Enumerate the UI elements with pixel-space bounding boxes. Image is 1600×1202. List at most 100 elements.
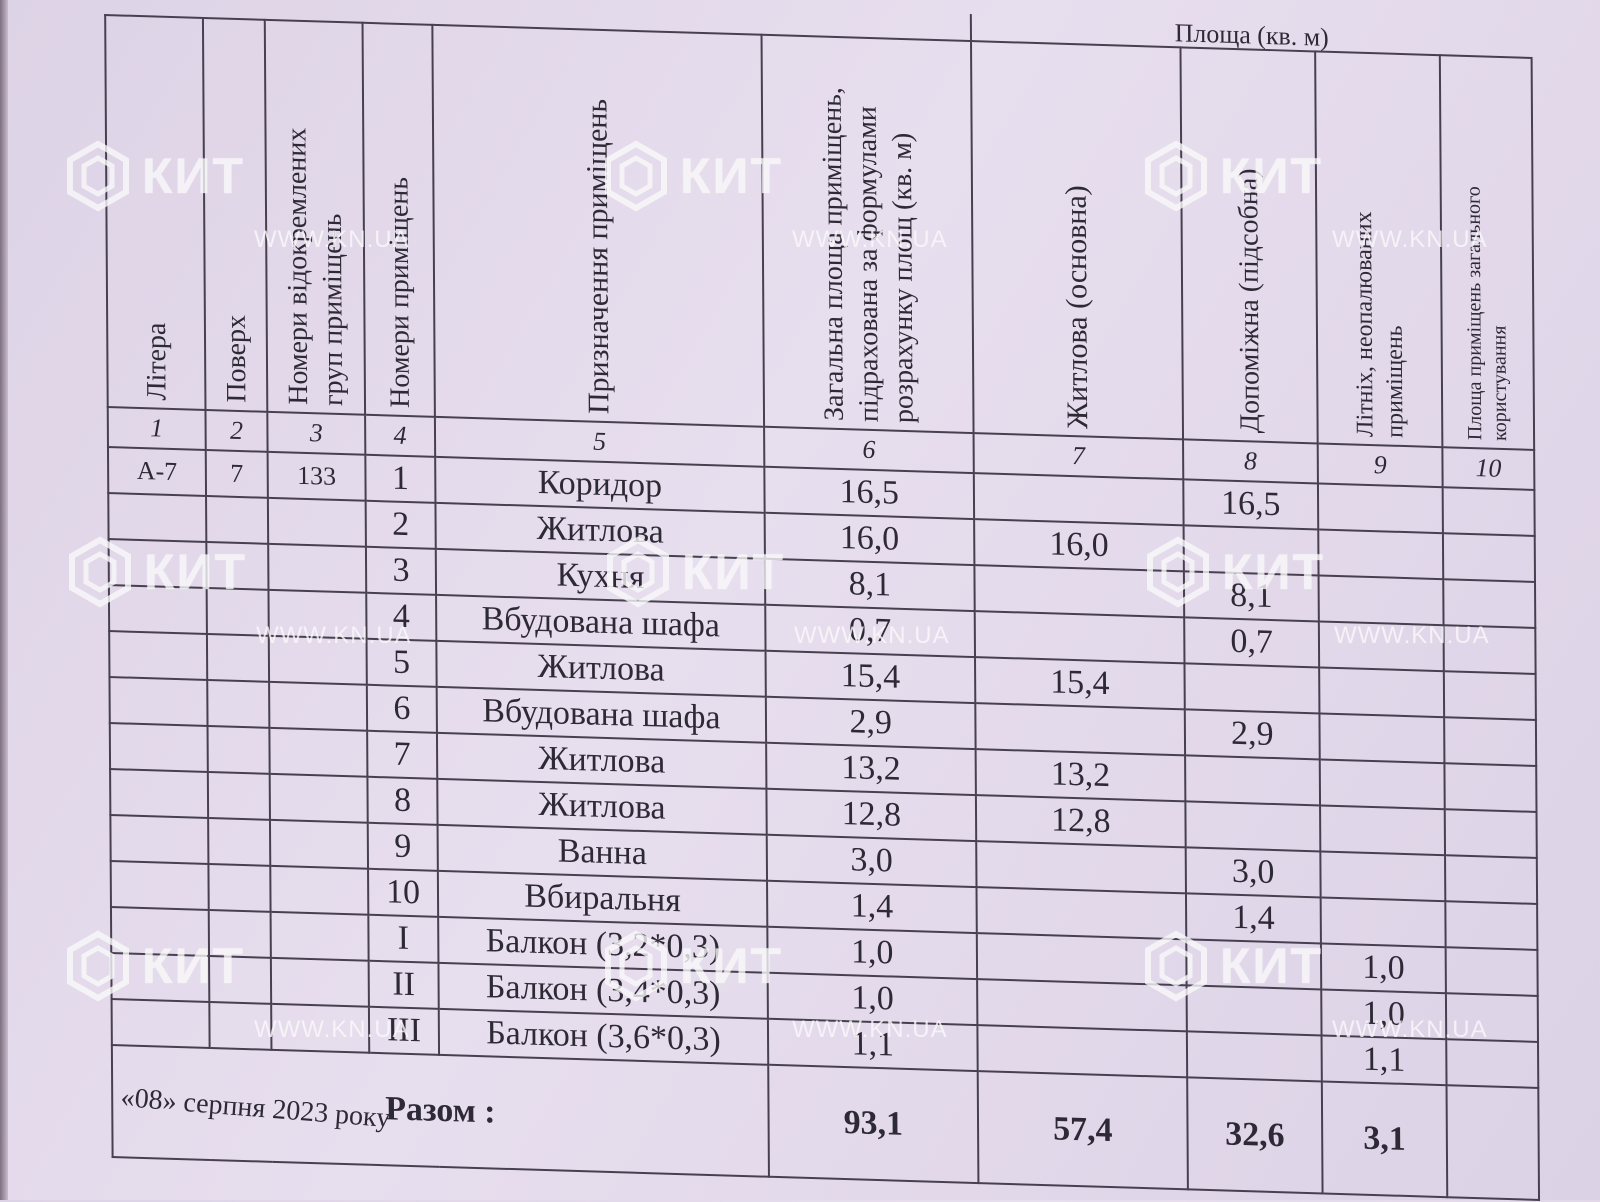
cell-group (271, 912, 369, 961)
cell-floor (209, 956, 271, 1004)
cell-room-number: I (368, 915, 438, 963)
cell-floor (208, 864, 270, 912)
cell-litera (111, 861, 209, 910)
cell-floor (208, 818, 270, 866)
totals-common (1447, 1085, 1539, 1200)
cell-living-area (977, 933, 1187, 985)
cell-total-area: 1,1 (768, 1019, 978, 1071)
cell-common-area (1443, 579, 1535, 628)
header-aux-area: Допоміжна (підсобна) (1180, 47, 1317, 443)
header-room-numbers: Номери приміщень (363, 23, 435, 417)
cell-summer-area (1319, 621, 1444, 671)
cell-litera (110, 769, 208, 818)
cell-common-area (1444, 763, 1536, 812)
cell-litera (110, 815, 208, 864)
cell-aux-area (1186, 939, 1321, 989)
cell-living-area: 16,0 (974, 519, 1184, 571)
col-number: 3 (267, 412, 365, 455)
cell-aux-area: 16,5 (1183, 479, 1318, 529)
cell-group (268, 590, 366, 639)
cell-aux-area (1187, 985, 1322, 1035)
cell-summer-area (1320, 851, 1445, 901)
cell-common-area (1445, 901, 1537, 950)
cell-summer-area: 1,0 (1321, 943, 1446, 993)
col-number: 8 (1183, 439, 1318, 483)
cell-common-area (1443, 533, 1535, 582)
page-binding-edge (0, 0, 8, 1200)
header-purpose: Призначення приміщень (432, 25, 764, 427)
col-number: 4 (365, 415, 435, 457)
cell-summer-area: 1,1 (1322, 1035, 1447, 1085)
totals-aux: 32,6 (1187, 1077, 1322, 1193)
col-number: 10 (1442, 447, 1534, 490)
cell-summer-area (1319, 667, 1444, 717)
cell-room-number: II (369, 961, 439, 1009)
cell-floor (207, 634, 269, 682)
cell-room-number: 1 (365, 455, 435, 503)
cell-total-area: 16,0 (765, 513, 975, 565)
cell-aux-area (1184, 663, 1319, 713)
cell-group: 133 (268, 452, 366, 501)
cell-floor (207, 680, 269, 728)
cell-group (269, 682, 367, 731)
cell-common-area (1443, 487, 1535, 536)
document-sheet: Площа (кв. м) Літера Поверх Номери відок… (104, 0, 1568, 1172)
cell-living-area (977, 1025, 1187, 1077)
cell-room-number: 7 (367, 731, 437, 779)
cell-living-area (976, 841, 1186, 893)
cell-summer-area (1321, 897, 1446, 947)
cell-floor (209, 1002, 271, 1050)
col-number: 9 (1318, 443, 1443, 487)
cell-room-number: III (369, 1007, 439, 1055)
cell-room-number: 10 (368, 869, 438, 917)
header-litera: Літера (105, 15, 205, 410)
cell-litera (109, 677, 207, 726)
cell-summer-area (1319, 575, 1444, 625)
cell-group (268, 544, 366, 593)
cell-total-area: 1,0 (767, 927, 977, 979)
cell-total-area: 13,2 (766, 743, 976, 795)
cell-common-area (1446, 993, 1538, 1042)
cell-living-area (975, 611, 1185, 663)
cell-summer-area (1318, 483, 1443, 533)
cell-litera (108, 493, 206, 542)
cell-summer-area (1320, 759, 1445, 809)
col-number: 6 (764, 427, 974, 473)
cell-group (271, 1004, 369, 1053)
cell-room-number: 6 (367, 685, 437, 733)
cell-total-area: 8,1 (765, 559, 975, 611)
cell-common-area (1445, 855, 1537, 904)
cell-aux-area (1185, 801, 1320, 851)
header-floor: Поверх (203, 18, 267, 412)
cell-floor: 7 (206, 450, 268, 498)
cell-litera (111, 907, 209, 956)
cell-aux-area (1185, 755, 1320, 805)
cell-litera (111, 953, 209, 1002)
cell-common-area (1446, 1039, 1538, 1088)
totals-living: 57,4 (978, 1071, 1188, 1189)
cell-group (269, 636, 367, 685)
cell-group (270, 866, 368, 915)
header-group-numbers: Номери відокремлених груп приміщень (265, 20, 365, 415)
header-row: Літера Поверх Номери відокремлених груп … (105, 15, 1534, 450)
cell-summer-area (1320, 805, 1445, 855)
cell-litera (110, 723, 208, 772)
cell-floor (206, 496, 268, 544)
cell-room-number: 9 (368, 823, 438, 871)
cell-group (271, 958, 369, 1007)
cell-living-area (974, 473, 1184, 525)
cell-litera (109, 631, 207, 680)
cell-group (270, 820, 368, 869)
cell-floor (209, 910, 271, 958)
cell-common-area (1444, 717, 1536, 766)
cell-living-area (974, 565, 1184, 617)
cell-total-area: 2,9 (766, 697, 976, 749)
cell-aux-area (1187, 1031, 1322, 1081)
cell-floor (208, 726, 270, 774)
cell-aux-area (1184, 525, 1319, 575)
cell-total-area: 1,4 (767, 881, 977, 933)
cell-summer-area (1318, 529, 1443, 579)
cell-common-area (1444, 625, 1536, 674)
header-common-area: Площа приміщень загального користування (1440, 55, 1534, 450)
area-table: Площа (кв. м) Літера Поверх Номери відок… (104, 0, 1540, 1201)
